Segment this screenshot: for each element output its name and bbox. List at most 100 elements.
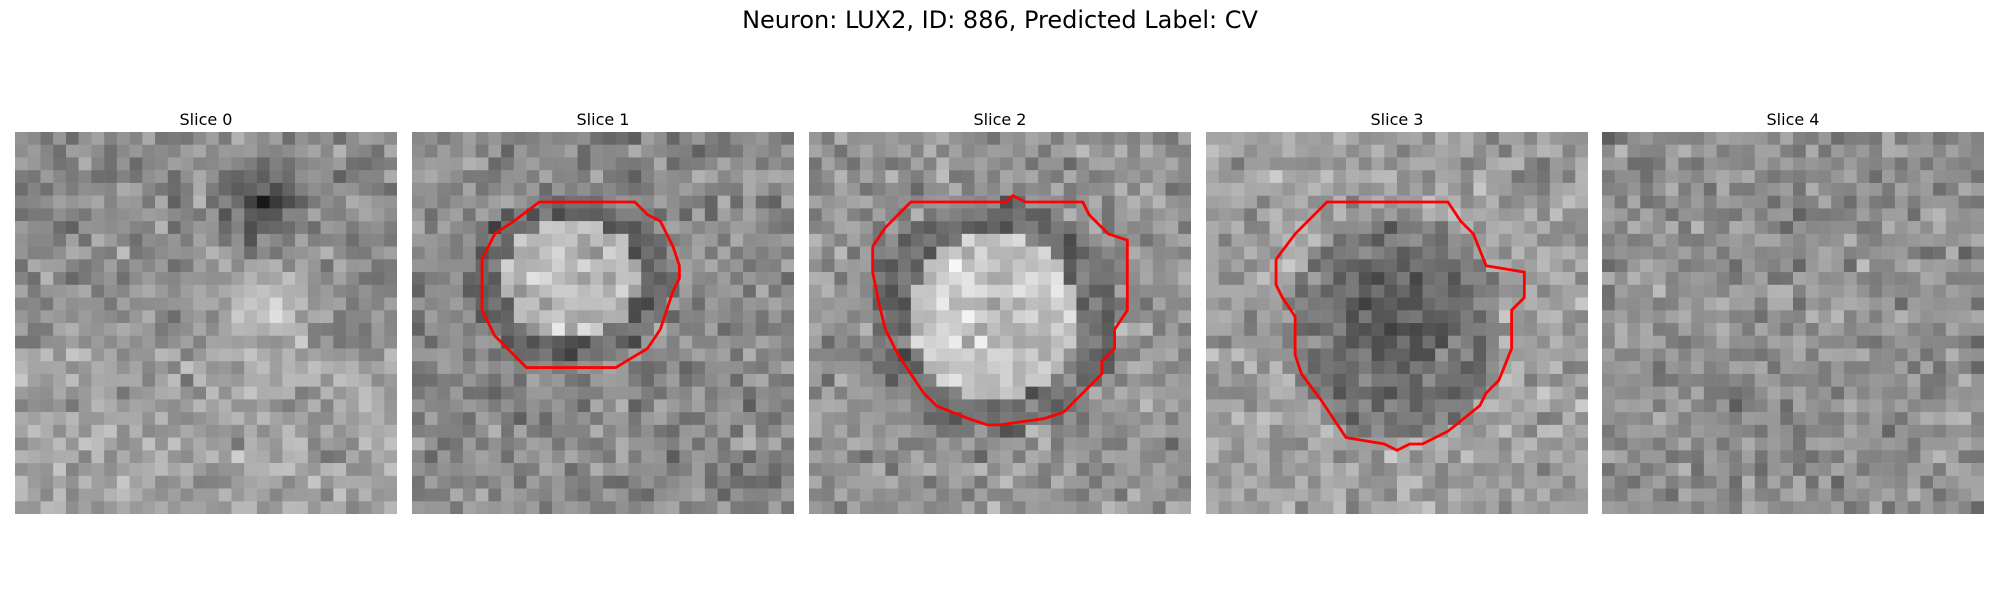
pixel: [1640, 412, 1654, 426]
pixel: [501, 208, 515, 222]
pixel: [53, 450, 67, 464]
pixel: [821, 361, 835, 375]
pixel: [1127, 437, 1141, 451]
pixel: [1640, 310, 1654, 324]
pixel: [40, 437, 54, 451]
pixel: [552, 246, 566, 260]
pixel: [1038, 323, 1052, 336]
pixel: [552, 310, 566, 324]
pixel: [1856, 157, 1870, 171]
pixel: [1933, 348, 1947, 362]
pixel: [961, 348, 975, 362]
pixel: [1945, 132, 1959, 145]
pixel: [40, 335, 54, 349]
pixel: [872, 259, 886, 273]
pixel: [1165, 450, 1179, 464]
pixel: [1754, 157, 1768, 171]
pixel: [910, 182, 924, 196]
pixel: [15, 284, 28, 298]
pixel: [704, 272, 718, 286]
pixel: [1206, 144, 1219, 158]
pixel: [1178, 246, 1191, 260]
pixel: [1958, 233, 1972, 247]
pixel: [1486, 144, 1500, 158]
pixel: [809, 450, 822, 464]
pixel: [1843, 488, 1857, 502]
pixel: [730, 424, 744, 438]
pixel: [384, 450, 397, 464]
pixel: [1562, 450, 1576, 464]
pixel: [1780, 144, 1794, 158]
pixel: [898, 323, 912, 336]
pixel: [1665, 284, 1679, 298]
pixel: [859, 144, 873, 158]
pixel: [424, 335, 438, 349]
pixel: [333, 272, 347, 286]
pixel: [218, 132, 232, 145]
pixel: [129, 233, 143, 247]
pixel: [628, 310, 642, 324]
pixel: [1384, 450, 1398, 464]
pixel: [1640, 170, 1654, 184]
pixel: [167, 208, 181, 222]
pixel: [653, 284, 667, 298]
pixel: [1678, 170, 1692, 184]
pixel: [1537, 424, 1551, 438]
pixel: [1602, 450, 1615, 464]
pixel: [475, 335, 489, 349]
pixel: [78, 297, 92, 311]
pixel: [295, 221, 309, 235]
pixel: [1165, 195, 1179, 209]
pixel: [1101, 450, 1115, 464]
pixel: [1869, 450, 1883, 464]
pixel: [1742, 373, 1756, 387]
pixel: [821, 386, 835, 400]
pixel: [1805, 233, 1819, 247]
pixel: [1856, 450, 1870, 464]
pixel: [1805, 412, 1819, 426]
pixel: [437, 259, 451, 273]
pixel: [809, 259, 822, 273]
pixel: [1614, 463, 1628, 477]
slice-title: Slice 0: [179, 110, 233, 129]
pixel: [1127, 208, 1141, 222]
pixel: [949, 501, 963, 514]
pixel: [936, 488, 950, 502]
pixel: [1524, 246, 1538, 260]
pixel: [704, 501, 718, 514]
pixel: [692, 310, 706, 324]
pixel: [974, 144, 988, 158]
pixel: [1486, 208, 1500, 222]
pixel: [1282, 386, 1296, 400]
pixel: [1012, 450, 1026, 464]
pixel: [1050, 297, 1064, 311]
pixel: [1256, 323, 1270, 336]
pixel: [809, 195, 822, 209]
pixel: [821, 297, 835, 311]
pixel: [1958, 272, 1972, 286]
pixel: [910, 323, 924, 336]
pixel: [116, 437, 130, 451]
pixel: [603, 373, 616, 387]
pixel: [834, 386, 848, 400]
pixel: [1754, 361, 1768, 375]
pixel: [1767, 297, 1781, 311]
pixel: [1549, 323, 1563, 336]
pixel: [1742, 323, 1756, 336]
pixel: [1397, 373, 1410, 387]
pixel: [1894, 310, 1908, 324]
pixel: [1843, 297, 1857, 311]
pixel: [552, 132, 566, 145]
pixel: [987, 233, 1001, 247]
pixel: [1627, 348, 1641, 362]
pixel: [1012, 463, 1026, 477]
pixel: [1244, 501, 1258, 514]
pixel: [1742, 386, 1756, 400]
pixel: [450, 399, 464, 413]
pixel: [206, 208, 219, 222]
pixel: [1678, 348, 1692, 362]
pixel: [358, 450, 372, 464]
pixel: [1269, 157, 1283, 171]
pixel: [1435, 475, 1449, 489]
pixel: [743, 437, 757, 451]
